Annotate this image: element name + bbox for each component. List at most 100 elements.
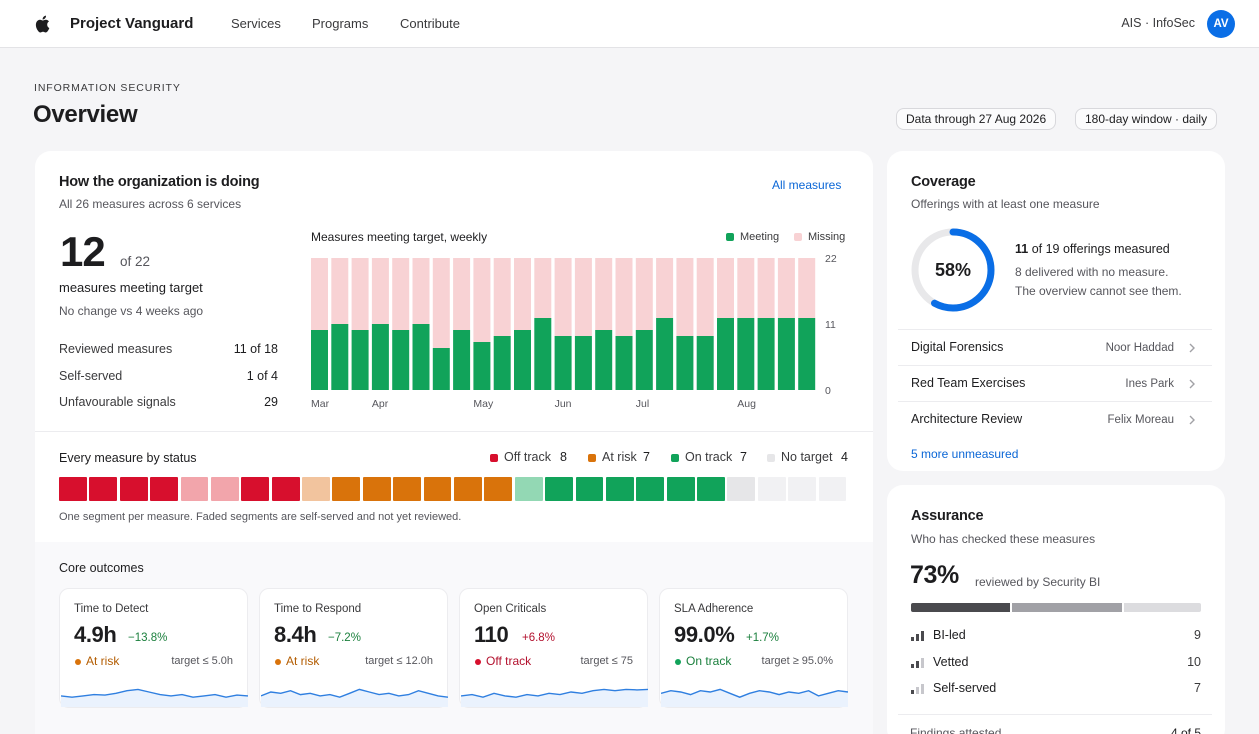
status-segment[interactable] [241,477,270,501]
status-no-target-count: 4 [841,450,848,464]
status-segment[interactable] [575,477,604,501]
section-divider [35,431,873,432]
status-segment[interactable] [210,477,239,501]
assurance-row-label: Self-served [933,681,997,695]
bar-meeting [615,336,633,390]
bar-meeting [656,318,674,390]
sparkline-area [661,689,848,707]
organization-card-subtitle: All 26 measures across 6 services [59,197,242,211]
brand-name[interactable]: Project Vanguard [70,15,194,32]
kpi-card-open-criticals[interactable]: Open Criticals 110 +6.8% Off track targe… [459,588,648,708]
bar-meeting [412,324,430,390]
nav-link-contribute[interactable]: Contribute [400,16,460,31]
status-segment[interactable] [818,477,847,501]
bar-missing [453,258,471,330]
chevron-right-icon [1189,343,1195,353]
coverage-warning-text: The overview cannot see them. [1015,284,1182,298]
weekly-bar-chart: 22 11 0 Mar Apr May Jun Jul Aug [311,253,837,410]
status-segment[interactable] [59,477,87,501]
bar-missing [351,258,369,330]
signal-medium-icon [911,658,924,668]
signal-weak-icon [911,684,924,694]
status-segment[interactable] [605,477,634,501]
status-segment[interactable] [362,477,391,501]
status-segment[interactable] [514,477,543,501]
x-month-label: Mar [311,398,330,410]
nav-link-services[interactable]: Services [231,16,281,31]
status-segment[interactable] [727,477,756,501]
window-pill[interactable]: 180-day window · daily [1075,108,1218,130]
unmeasured-service-row[interactable]: Red Team Exercises Ines Park [898,365,1212,401]
avatar[interactable]: AV [1207,10,1235,38]
status-segment[interactable] [271,477,300,501]
status-segment[interactable] [423,477,452,501]
bar-missing [554,258,572,336]
assurance-divider [898,714,1212,715]
unmeasured-service-row[interactable]: Digital Forensics Noor Haddad [898,329,1212,365]
status-on-track-swatch [671,454,679,462]
bar-missing [432,258,450,348]
core-outcomes-title: Core outcomes [59,561,144,575]
bar-meeting [351,330,369,390]
stat-label-reviewed: Reviewed measures [59,342,173,356]
assurance-bar-vetted [1012,603,1122,612]
organization-card-title: How the organization is doing [59,174,260,190]
coverage-percent: 58% [934,260,972,280]
sparkline-line [461,688,648,698]
bar-meeting [514,330,531,390]
status-at-risk-swatch [588,454,596,462]
status-segment[interactable] [332,477,361,501]
status-no-target-label: No target [781,450,833,464]
kpi-status: At risk [286,654,320,668]
measures-total: of 22 [120,254,151,269]
bar-missing [534,258,552,318]
kpi-delta: +1.7% [746,632,779,644]
status-segment[interactable] [484,477,513,501]
stat-label-self-served: Self-served [59,369,123,383]
status-segment[interactable] [636,477,665,501]
apple-logo-icon[interactable] [34,14,50,34]
kpi-card-time-to-detect[interactable]: Time to Detect 4.9h −13.8% At risk targe… [59,588,248,708]
bar-meeting [737,318,755,390]
status-segment[interactable] [150,477,179,501]
status-segment[interactable] [757,477,786,501]
signal-strong-icon [911,631,924,641]
kpi-value: 8.4h [274,622,317,647]
status-segment[interactable] [697,477,725,501]
bar-missing [717,258,734,318]
bar-meeting [696,336,714,390]
status-segment[interactable] [788,477,817,501]
bar-missing [737,258,755,318]
status-segment[interactable] [180,477,209,501]
bar-meeting [595,330,613,390]
all-measures-link[interactable]: All measures [772,178,842,192]
page-eyebrow: INFORMATION SECURITY [34,82,181,94]
kpi-target: target ≤ 75 [580,655,633,667]
stat-label-unfavourable: Unfavourable signals [59,395,176,409]
bar-meeting [676,336,694,390]
coverage-subtitle: Offerings with at least one measure [911,197,1100,211]
nav-link-programs[interactable]: Programs [312,16,369,31]
org-label: AIS · InfoSec [1121,16,1195,30]
status-segment[interactable] [666,477,695,501]
x-month-label: May [473,398,494,410]
bar-missing [777,258,795,318]
status-segment[interactable] [545,477,574,501]
sparkline-line [661,688,848,698]
kpi-target: target ≥ 95.0% [761,655,833,667]
status-segment[interactable] [393,477,422,501]
kpi-card-sla-adherence[interactable]: SLA Adherence 99.0% +1.7% On track targe… [659,588,848,708]
more-unmeasured-link[interactable]: 5 more unmeasured [911,447,1019,461]
status-at-risk-count: 7 [643,450,650,464]
status-off-track-swatch [490,454,498,462]
unmeasured-service-row[interactable]: Architecture Review Felix Moreau [898,401,1212,437]
kpi-status: Off track [486,654,532,668]
status-segment[interactable] [119,477,148,501]
bar-missing [371,258,389,324]
kpi-card-time-to-respond[interactable]: Time to Respond 8.4h −7.2% At risk targe… [259,588,448,708]
status-segment[interactable] [89,477,118,501]
chart-title: Measures meeting target, weekly [311,230,488,244]
status-segment[interactable] [302,477,330,501]
measures-meeting-count: 12 [60,228,106,275]
status-segment[interactable] [454,477,482,501]
